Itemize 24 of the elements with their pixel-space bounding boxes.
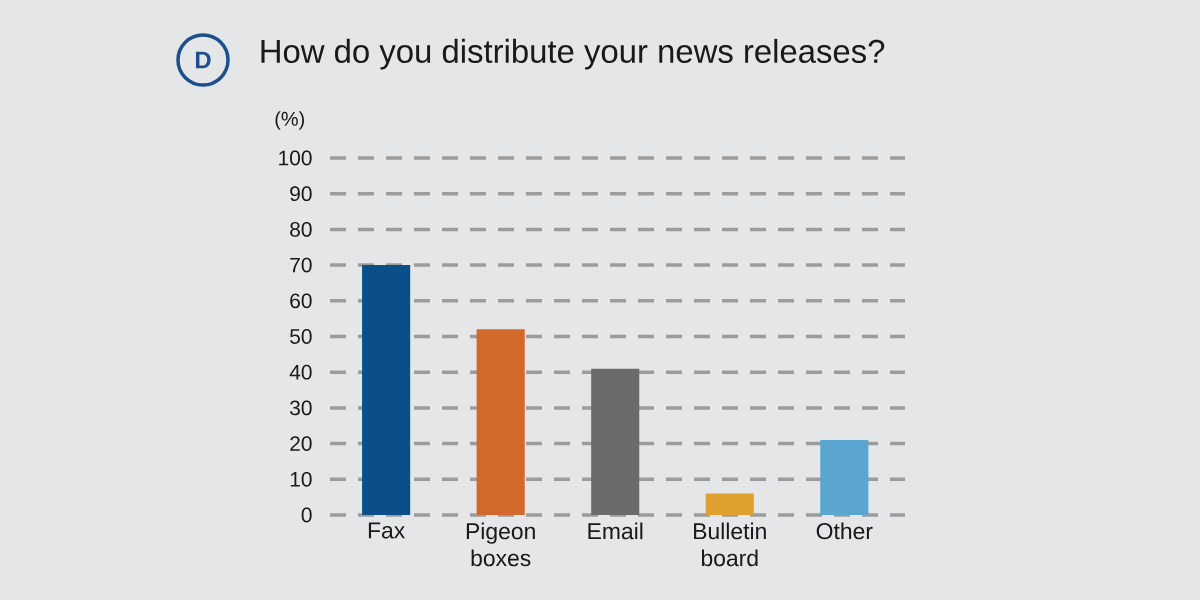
x-tick-label: Bulletin board — [694, 522, 766, 567]
y-tick-label: 80 — [290, 221, 312, 237]
y-tick-label: 10 — [290, 471, 312, 487]
bar — [820, 440, 869, 515]
bar — [476, 329, 525, 515]
x-tick-label: Email — [588, 522, 643, 540]
y-tick-label: 50 — [290, 329, 312, 344]
y-tick-label: 100 — [279, 150, 312, 166]
y-tick-label: 20 — [290, 436, 312, 451]
bar — [591, 368, 640, 515]
y-tick-label: 70 — [290, 257, 312, 273]
x-tick-label: Fax — [368, 522, 405, 539]
bar — [705, 493, 754, 515]
text: D — [195, 51, 211, 69]
x-tick-label: Pigeon boxes — [466, 522, 535, 567]
bar — [362, 265, 411, 515]
chart-title: How do you distribute your news releases? — [261, 38, 885, 70]
y-tick-label: 60 — [290, 293, 312, 309]
x-tick-label: Other — [816, 522, 873, 540]
y-tick-label: 90 — [290, 186, 312, 202]
y-tick-label: 0 — [301, 507, 312, 523]
y-tick-label: 30 — [290, 400, 312, 416]
y-tick-label: 40 — [289, 364, 312, 380]
y-axis-title: (%) — [275, 111, 305, 130]
